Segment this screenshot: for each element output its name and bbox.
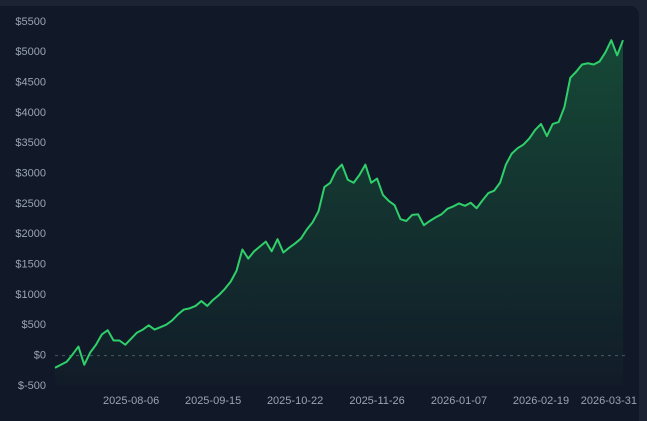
x-tick-label: 2025-09-15 xyxy=(185,395,241,407)
y-tick-label: $3000 xyxy=(15,168,46,180)
y-tick-label: $3500 xyxy=(15,137,46,149)
x-tick-label: 2025-08-06 xyxy=(103,395,159,407)
x-tick-label: 2026-01-07 xyxy=(431,395,487,407)
x-tick-label: 2025-11-26 xyxy=(349,395,404,407)
y-tick-label: $2500 xyxy=(15,198,46,210)
x-tick-label: 2026-03-31 xyxy=(581,395,637,407)
y-tick-label: $500 xyxy=(22,319,46,331)
equity-line xyxy=(54,39,624,369)
y-tick-label: $0 xyxy=(34,350,46,362)
y-tick-label: $1000 xyxy=(15,289,46,301)
y-tick-label: $5000 xyxy=(15,46,46,58)
y-tick-label: $5500 xyxy=(15,16,46,28)
y-tick-label: $4500 xyxy=(15,77,46,89)
x-tick-label: 2025-10-22 xyxy=(267,395,323,407)
area-fill xyxy=(55,40,623,386)
x-tick-label: 2026-02-19 xyxy=(513,395,569,407)
y-tick-label: $4000 xyxy=(15,107,46,119)
y-tick-label: $-500 xyxy=(18,380,46,392)
y-tick-label: $2000 xyxy=(15,228,46,240)
y-tick-label: $1500 xyxy=(15,259,46,271)
